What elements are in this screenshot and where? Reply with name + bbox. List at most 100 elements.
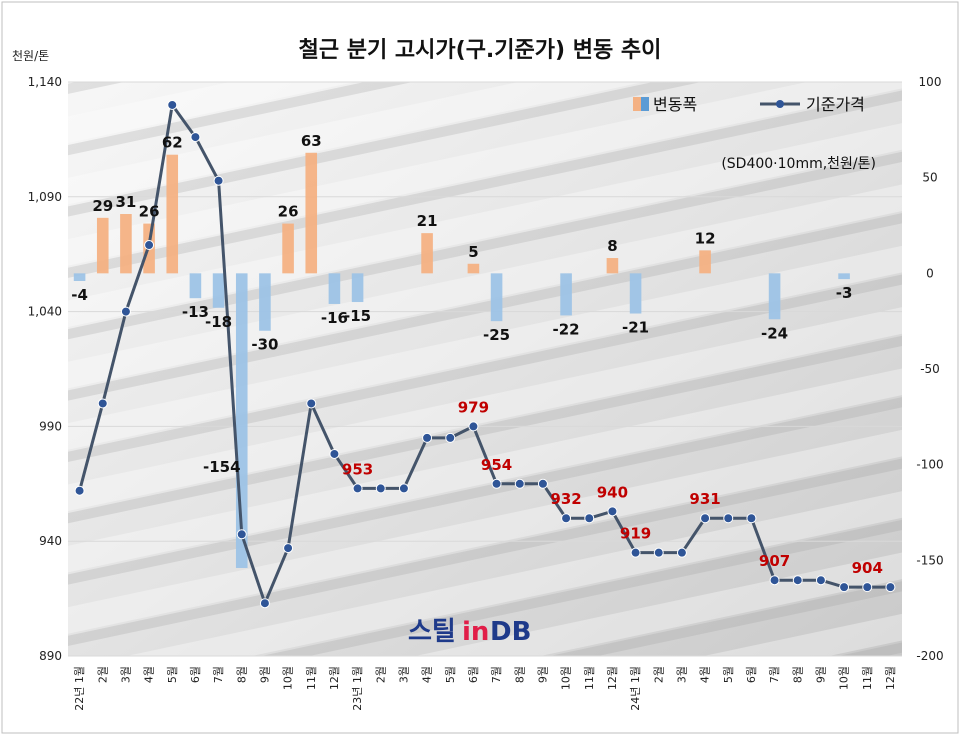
x-tick-label: 9월	[814, 666, 827, 683]
change-data-label: -22	[553, 320, 580, 338]
price-point	[630, 547, 641, 558]
change-data-label: -30	[251, 336, 278, 354]
change-bar	[560, 273, 572, 316]
price-point	[561, 513, 572, 524]
x-tick-label: 7월	[768, 666, 781, 683]
change-bar	[282, 223, 294, 274]
unit-note: (SD400·10mm,천원/톤)	[721, 156, 876, 172]
price-point	[815, 575, 826, 586]
price-point	[422, 432, 433, 443]
change-data-label: -154	[203, 458, 241, 476]
x-tick-label: 3월	[397, 666, 410, 683]
data-labels: -429 312662-13-18-154-302663-16-15215-25-…	[71, 132, 883, 577]
change-data-label: 26	[139, 203, 160, 221]
price-point	[306, 398, 317, 409]
left-tick-label: 890	[39, 649, 62, 663]
x-tick-label: 23년 1월	[351, 666, 364, 711]
price-point	[236, 529, 247, 540]
x-tick-label: 9월	[536, 666, 549, 683]
change-data-label: -16	[321, 309, 348, 327]
price-point	[352, 483, 363, 494]
x-tick-label: 11월	[583, 666, 596, 690]
price-point	[491, 478, 502, 489]
change-bar	[305, 152, 318, 274]
change-bar	[629, 273, 642, 314]
price-point	[468, 421, 479, 432]
price-point	[607, 506, 618, 517]
change-bar	[490, 273, 503, 322]
price-point	[839, 582, 850, 593]
right-tick-label: -50	[920, 362, 940, 376]
price-point	[792, 575, 803, 586]
change-data-label: 8	[607, 237, 617, 255]
change-data-label: 12	[695, 229, 716, 247]
right-tick-label: -200	[916, 649, 943, 663]
x-tick-label: 7월	[490, 666, 503, 683]
change-bar	[73, 273, 86, 281]
price-data-label: 954	[481, 456, 512, 474]
change-bar	[96, 217, 109, 274]
x-tick-label: 2월	[96, 666, 109, 683]
x-tick-label: 5월	[166, 666, 179, 683]
price-point	[885, 582, 896, 593]
x-tick-label: 6월	[745, 666, 758, 683]
change-data-label: -24	[761, 324, 788, 342]
legend-label-change: 변동폭	[653, 95, 697, 114]
change-bar	[699, 250, 711, 274]
logo-text-db: DB	[490, 617, 531, 647]
price-point	[584, 513, 595, 524]
price-data-label: 932	[550, 490, 581, 508]
legend-marker-price	[776, 100, 784, 108]
price-point	[74, 485, 85, 496]
price-data-label: 907	[759, 552, 790, 570]
change-data-label: 21	[417, 212, 438, 230]
left-tick-label: 1,040	[28, 305, 62, 319]
x-tick-label: 4월	[421, 666, 434, 683]
price-point	[769, 575, 780, 586]
x-tick-label: 9월	[258, 666, 271, 683]
price-point	[213, 175, 224, 186]
x-tick-label: 12월	[884, 666, 897, 690]
right-tick-label: 50	[922, 171, 937, 185]
price-line-path	[78, 103, 891, 605]
x-axis: 22년 1월 2월 3월 4월 5월 6월 7월 8월 9월 10월 11월 12월 23년 1월 2월 3…	[73, 666, 897, 711]
price-point	[97, 398, 108, 409]
change-bar	[189, 273, 202, 299]
price-point	[723, 513, 734, 524]
price-point	[120, 306, 131, 317]
change-bar	[768, 273, 781, 320]
x-tick-label: 22년 1월	[73, 666, 86, 711]
change-data-label: -25	[483, 326, 510, 344]
change-bar	[421, 233, 433, 274]
price-data-label: 979	[458, 398, 489, 416]
price-point	[283, 543, 294, 554]
x-tick-label: 7월	[212, 666, 225, 683]
change-data-label: 5	[468, 243, 478, 261]
x-tick-label: 3월	[119, 666, 132, 683]
change-bar	[838, 273, 850, 280]
x-tick-label: 6월	[189, 666, 202, 683]
left-unit-label: 천원/톤	[12, 48, 49, 63]
price-point	[746, 513, 757, 524]
change-data-label: 63	[301, 132, 322, 150]
legend-swatch-down	[641, 97, 649, 111]
legend: 변동폭 기준가격	[633, 95, 865, 114]
x-tick-label: 12월	[606, 666, 619, 690]
gridlines	[68, 81, 902, 657]
x-tick-label: 10월	[838, 666, 851, 690]
x-tick-label: 5월	[722, 666, 735, 683]
right-tick-label: 100	[919, 75, 942, 89]
left-tick-label: 1,090	[28, 190, 62, 204]
x-tick-label: 11월	[305, 666, 318, 690]
price-point	[190, 132, 201, 143]
x-tick-label: 3월	[675, 666, 688, 683]
change-bar	[212, 273, 225, 308]
change-data-label: -3	[836, 284, 853, 302]
left-tick-label: 1,140	[28, 75, 62, 89]
x-tick-label: 2월	[374, 666, 387, 683]
x-tick-label: 8월	[791, 666, 804, 683]
price-point	[375, 483, 386, 494]
change-data-label: 26	[278, 203, 299, 221]
x-tick-label: 5월	[444, 666, 457, 683]
